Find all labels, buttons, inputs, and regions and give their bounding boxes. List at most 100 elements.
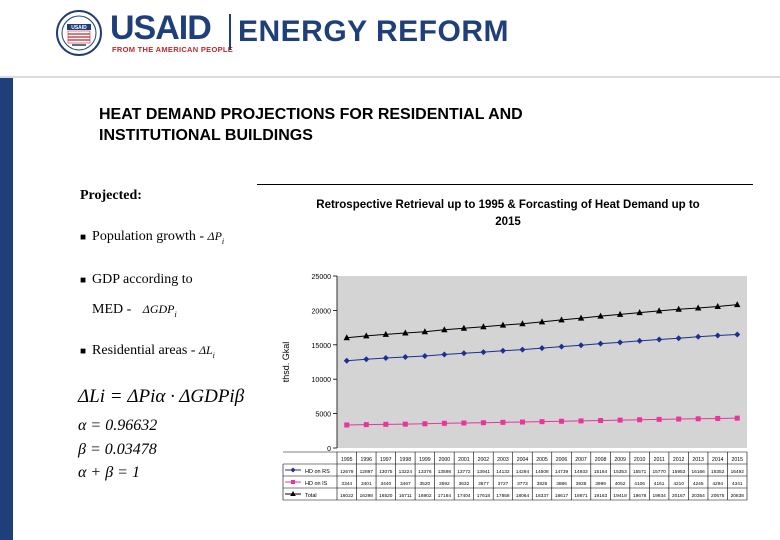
data-point — [578, 418, 584, 424]
data-point — [441, 326, 448, 333]
data-point — [441, 420, 447, 426]
svg-text:USAID: USAID — [71, 25, 87, 31]
bullet-residential-subscript: i — [212, 350, 215, 360]
data-point — [695, 416, 701, 422]
legend-marker — [290, 491, 296, 496]
table-cell-value: 15770 — [652, 469, 666, 475]
x-tick-label: 2015 — [731, 457, 743, 463]
data-point — [597, 312, 604, 319]
y-tick-label: 15000 — [312, 343, 332, 350]
x-tick-label: 2008 — [595, 457, 607, 463]
legend-label: HD on IS — [305, 481, 328, 487]
slide-title-line1: HEAT DEMAND PROJECTIONS FOR RESIDENTIAL … — [99, 106, 523, 123]
bullet-gdp-symbol: ΔGDP — [142, 302, 175, 316]
table-cell-value: 4294 — [712, 481, 723, 487]
table-cell-value: 17404 — [457, 493, 471, 499]
data-point — [500, 419, 506, 425]
data-point — [617, 339, 624, 346]
x-tick-label: 1995 — [341, 457, 353, 463]
data-point — [480, 420, 486, 426]
data-point — [559, 418, 565, 424]
program-name: ENERGY REFORM — [238, 15, 509, 48]
data-point — [461, 420, 467, 426]
data-point — [402, 329, 409, 336]
usaid-seal-logo: USAID — [56, 10, 102, 56]
data-point — [402, 421, 408, 427]
table-cell-value: 16520 — [379, 493, 393, 499]
data-point — [616, 310, 624, 317]
table-cell-value: 19163 — [594, 493, 608, 499]
legend-marker — [291, 480, 295, 484]
chart-title-line1: Retrospective Retrieval up to 1995 & For… — [316, 199, 699, 211]
table-cell-value: 16298 — [360, 493, 374, 499]
data-point — [714, 332, 721, 339]
data-point — [558, 316, 565, 323]
x-tick-label: 1999 — [419, 457, 431, 463]
projected-label: Projected: — [80, 188, 142, 203]
x-tick-label: 2013 — [692, 457, 704, 463]
bullet-marker-icon: ■ — [80, 346, 87, 357]
data-point — [382, 355, 389, 362]
table-cell-value: 3632 — [459, 481, 470, 487]
y-tick-label: 0 — [327, 446, 331, 453]
chart-top-rule — [257, 184, 753, 185]
table-cell-value: 15953 — [672, 469, 686, 475]
data-point — [675, 305, 682, 312]
table-cell-value: 20575 — [711, 493, 725, 499]
table-cell-value: 14132 — [496, 469, 510, 475]
logo-divider — [229, 14, 231, 50]
data-point — [675, 335, 682, 342]
left-accent-bar — [0, 78, 13, 540]
bullet-gdp-text: GDP according to — [92, 272, 193, 287]
header-divider — [0, 76, 780, 78]
data-point — [519, 346, 526, 353]
table-cell-value: 4161 — [654, 481, 665, 487]
table-cell-value: 3401 — [361, 481, 372, 487]
table-cell-value: 3886 — [556, 481, 567, 487]
data-point — [715, 415, 721, 421]
table-cell-value: 17858 — [496, 493, 510, 499]
table-cell-value: 4052 — [615, 481, 626, 487]
data-point — [382, 330, 390, 337]
data-point — [480, 323, 487, 330]
data-point — [343, 357, 350, 364]
bullet-population-subscript: i — [221, 236, 225, 246]
table-cell-value: 18337 — [535, 493, 549, 499]
bullet-gdp-text2: MED - — [92, 302, 132, 317]
y-tick-label: 10000 — [312, 377, 332, 384]
table-cell-value: 17618 — [477, 493, 491, 499]
table-cell-value: 4106 — [634, 481, 645, 487]
data-point — [344, 422, 350, 428]
x-tick-label: 1998 — [400, 457, 412, 463]
table-cell-value: 18871 — [574, 493, 588, 499]
table-cell-value: 14933 — [574, 469, 588, 475]
table-cell-value: 4245 — [693, 481, 704, 487]
table-cell-value: 19678 — [633, 493, 647, 499]
table-cell-value: 19418 — [613, 493, 627, 499]
data-point — [363, 422, 369, 428]
formula-alpha: α = 0.96632 — [78, 417, 158, 434]
data-point — [734, 331, 741, 338]
legend-marker — [290, 467, 296, 473]
data-point — [539, 345, 545, 352]
table-cell-value: 16022 — [340, 493, 354, 499]
data-point — [695, 333, 702, 340]
table-cell-value: 4341 — [732, 481, 743, 487]
bullet-population-text: Population growth - — [92, 229, 205, 244]
data-point — [539, 419, 545, 425]
table-cell-value: 14294 — [516, 469, 530, 475]
data-point — [636, 309, 643, 316]
table-cell-value: 14739 — [555, 469, 569, 475]
x-tick-label: 2011 — [654, 457, 665, 463]
data-point — [714, 302, 721, 309]
data-point — [422, 421, 428, 427]
heat-demand-chart: Retrospective Retrieval up to 1995 & For… — [281, 199, 748, 501]
table-cell-value: 16902 — [418, 493, 432, 499]
x-tick-label: 2012 — [673, 457, 685, 463]
data-point — [636, 337, 643, 344]
bullet-marker-icon: ■ — [80, 275, 87, 286]
table-cell-value: 20167 — [672, 493, 686, 499]
data-point — [499, 347, 506, 354]
table-cell-value: 3677 — [478, 481, 489, 487]
y-tick-label: 20000 — [312, 308, 332, 315]
